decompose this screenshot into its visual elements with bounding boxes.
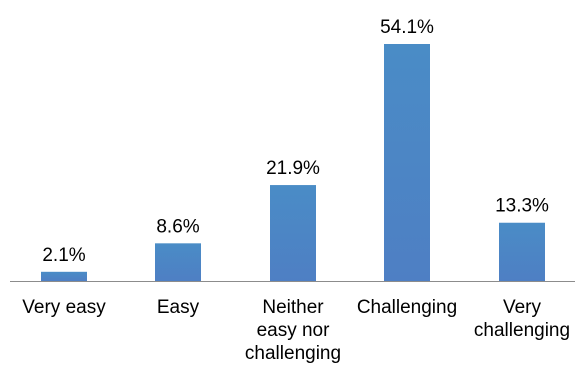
category-label-1-line-0: Easy [157,297,200,318]
bar-2 [270,185,316,281]
category-label-2-line-0: Neither [262,297,324,318]
value-label-3: 54.1% [380,17,434,38]
category-label-4: Very challenging [474,297,570,341]
bar-0 [41,271,87,281]
category-label-4-line-0: Very [503,297,542,318]
category-label-4-line-1: challenging [474,320,570,341]
value-label-0: 2.1% [42,245,85,266]
value-label-4: 13.3% [495,196,549,217]
category-label-3-line-0: Challenging [357,297,457,318]
value-labels-group: 2.1% 8.6% 21.9% 54.1% 13.3% [42,17,549,266]
bar-4 [499,222,545,281]
bar-3 [384,44,430,281]
value-label-2: 21.9% [266,158,320,179]
category-label-2-line-1: easy nor [257,320,331,341]
category-label-0-line-0: Very easy [22,297,106,318]
bar-1 [155,243,201,281]
value-label-1: 8.6% [156,216,199,237]
category-label-0: Very easy [22,297,106,318]
bars-group [41,44,545,281]
category-label-1: Easy [157,297,200,318]
category-label-2-line-2: challenging [245,343,341,364]
category-label-3: Challenging [357,297,457,318]
tick-labels-group: Very easy Easy Neither easy nor challengingC… [22,297,570,364]
category-label-2: Neither easy nor challenging [245,297,341,364]
